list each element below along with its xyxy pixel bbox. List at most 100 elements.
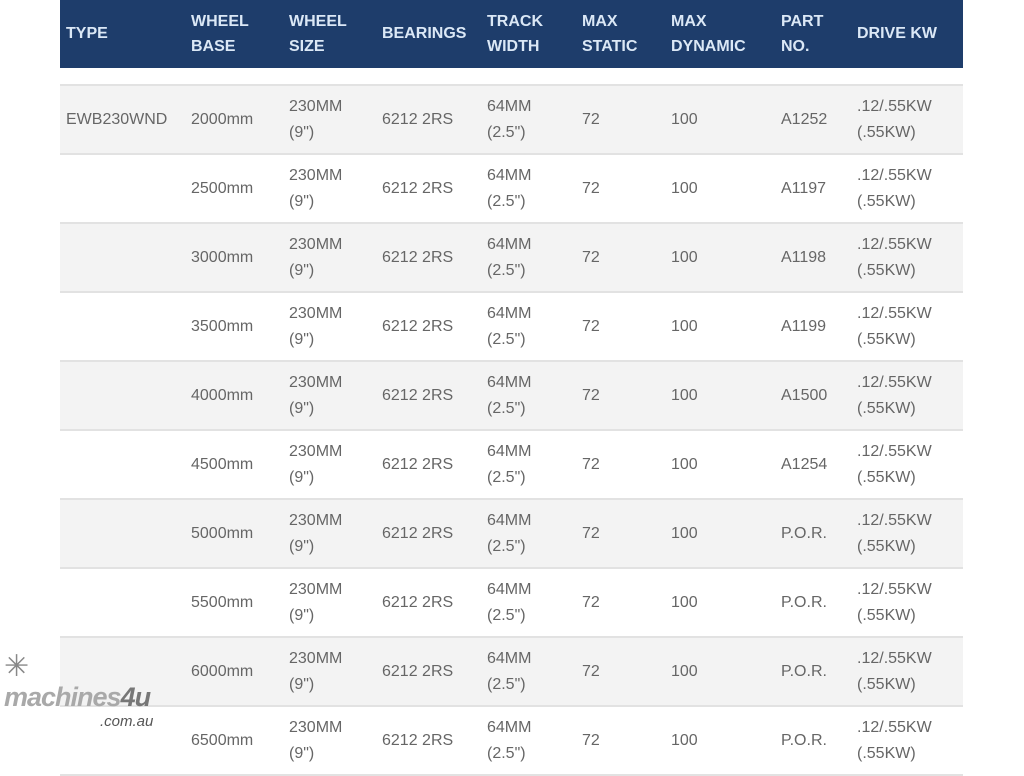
header-text: MAX: [582, 13, 618, 30]
cell-text: 64MM: [487, 581, 532, 598]
cell-max-dynamic: 100: [671, 732, 698, 749]
header-text: WHEEL: [289, 13, 347, 30]
cell-wheel-base: 5500mm: [191, 594, 254, 611]
cell-drive-kw: .12/.55KW (.55KW): [857, 715, 932, 767]
cell-wheel-base: 5000mm: [191, 525, 254, 542]
cell-text: (2.5"): [487, 331, 526, 348]
header-type: TYPE: [66, 21, 108, 46]
cell-text: .12/.55KW: [857, 374, 932, 391]
cell-text: (.55KW): [857, 262, 916, 279]
header-track-width: TRACK WIDTH: [487, 9, 543, 59]
cell-drive-kw: .12/.55KW (.55KW): [857, 94, 932, 146]
cell-text: 64MM: [487, 98, 532, 115]
table-row: 2500mm 230MM (9") 6212 2RS 64MM (2.5") 72 100 A1…: [60, 155, 963, 224]
cell-part-no: P.O.R.: [781, 663, 827, 680]
cell-text: (9"): [289, 124, 315, 141]
cell-text: 230MM: [289, 374, 343, 391]
cell-wheel-size: 230MM (9"): [289, 232, 342, 284]
cell-track-width: 64MM (2.5"): [487, 508, 531, 560]
cell-text: (9"): [289, 400, 315, 417]
cell-text: (.55KW): [857, 124, 916, 141]
cell-text: .12/.55KW: [857, 98, 932, 115]
header-text: TYPE: [66, 25, 108, 42]
cell-max-static: 72: [582, 525, 600, 542]
header-text: DRIVE KW: [857, 25, 937, 42]
cell-text: 64MM: [487, 236, 532, 253]
cell-track-width: 64MM (2.5"): [487, 577, 531, 629]
cell-text: 64MM: [487, 305, 532, 322]
cell-text: (2.5"): [487, 193, 526, 210]
cell-text: (.55KW): [857, 676, 916, 693]
cell-text: (9"): [289, 676, 315, 693]
header-drive-kw: DRIVE KW: [857, 21, 937, 46]
cell-max-static: 72: [582, 387, 600, 404]
cell-text: (2.5"): [487, 124, 526, 141]
cell-part-no: A1500: [781, 387, 828, 404]
cell-text: 230MM: [289, 512, 343, 529]
cell-text: 230MM: [289, 443, 343, 460]
cell-track-width: 64MM (2.5"): [487, 715, 531, 767]
cell-drive-kw: .12/.55KW (.55KW): [857, 163, 932, 215]
cell-max-dynamic: 100: [671, 525, 698, 542]
cell-track-width: 64MM (2.5"): [487, 301, 531, 353]
table-row: 6500mm 230MM (9") 6212 2RS 64MM (2.5") 72 100 P.…: [60, 707, 963, 776]
cell-max-dynamic: 100: [671, 594, 698, 611]
cell-text: 230MM: [289, 167, 343, 184]
table-row: 6000mm 230MM (9") 6212 2RS 64MM (2.5") 72 100 P.…: [60, 638, 963, 707]
cell-text: 230MM: [289, 719, 343, 736]
header-text: PART: [781, 13, 824, 30]
cell-text: (2.5"): [487, 607, 526, 624]
header-bearings: BEARINGS: [382, 21, 466, 46]
cell-text: .12/.55KW: [857, 512, 932, 529]
cell-bearings: 6212 2RS: [382, 387, 454, 404]
header-text: NO.: [781, 38, 810, 55]
table-row: 5000mm 230MM (9") 6212 2RS 64MM (2.5") 72 100 P.…: [60, 500, 963, 569]
cell-wheel-size: 230MM (9"): [289, 715, 342, 767]
header-text: TRACK: [487, 13, 543, 30]
cell-wheel-size: 230MM (9"): [289, 508, 342, 560]
cell-text: 64MM: [487, 719, 532, 736]
cell-wheel-base: 2000mm: [191, 111, 254, 128]
cell-wheel-base: 2500mm: [191, 180, 254, 197]
cell-max-dynamic: 100: [671, 180, 698, 197]
cell-wheel-size: 230MM (9"): [289, 94, 342, 146]
cell-bearings: 6212 2RS: [382, 180, 454, 197]
cell-max-static: 72: [582, 318, 600, 335]
cell-track-width: 64MM (2.5"): [487, 370, 531, 422]
cell-max-static: 72: [582, 594, 600, 611]
cell-max-dynamic: 100: [671, 663, 698, 680]
cell-wheel-size: 230MM (9"): [289, 577, 342, 629]
cell-text: 64MM: [487, 443, 532, 460]
cell-text: (9"): [289, 262, 315, 279]
cell-text: .12/.55KW: [857, 443, 932, 460]
spec-table: TYPE WHEEL BASE WHEEL SIZE BEARINGS TRACK WIDTH…: [60, 0, 963, 776]
cell-text: .12/.55KW: [857, 305, 932, 322]
cell-text: (.55KW): [857, 331, 916, 348]
table-header: TYPE WHEEL BASE WHEEL SIZE BEARINGS TRACK WIDTH…: [60, 0, 963, 68]
cell-drive-kw: .12/.55KW (.55KW): [857, 646, 932, 698]
cell-drive-kw: .12/.55KW (.55KW): [857, 439, 932, 491]
cell-max-static: 72: [582, 732, 600, 749]
cell-wheel-base: 3000mm: [191, 249, 254, 266]
cell-part-no: A1252: [781, 111, 828, 128]
cell-track-width: 64MM (2.5"): [487, 439, 531, 491]
cell-text: (2.5"): [487, 538, 526, 555]
header-text: STATIC: [582, 38, 638, 55]
cell-part-no: P.O.R.: [781, 525, 827, 542]
cell-text: 230MM: [289, 98, 343, 115]
table-row: 4500mm 230MM (9") 6212 2RS 64MM (2.5") 72 100 A1…: [60, 431, 963, 500]
cell-part-no: P.O.R.: [781, 594, 827, 611]
cell-bearings: 6212 2RS: [382, 594, 454, 611]
cell-wheel-size: 230MM (9"): [289, 163, 342, 215]
cell-part-no: A1254: [781, 456, 828, 473]
cell-text: (.55KW): [857, 193, 916, 210]
cell-part-no: A1199: [781, 318, 827, 335]
cell-drive-kw: .12/.55KW (.55KW): [857, 370, 932, 422]
cell-text: .12/.55KW: [857, 581, 932, 598]
cell-drive-kw: .12/.55KW (.55KW): [857, 508, 932, 560]
cell-wheel-base: 3500mm: [191, 318, 254, 335]
cell-text: (9"): [289, 193, 315, 210]
cell-text: (9"): [289, 607, 315, 624]
cell-wheel-base: 4500mm: [191, 456, 254, 473]
cell-wheel-base: 6500mm: [191, 732, 254, 749]
